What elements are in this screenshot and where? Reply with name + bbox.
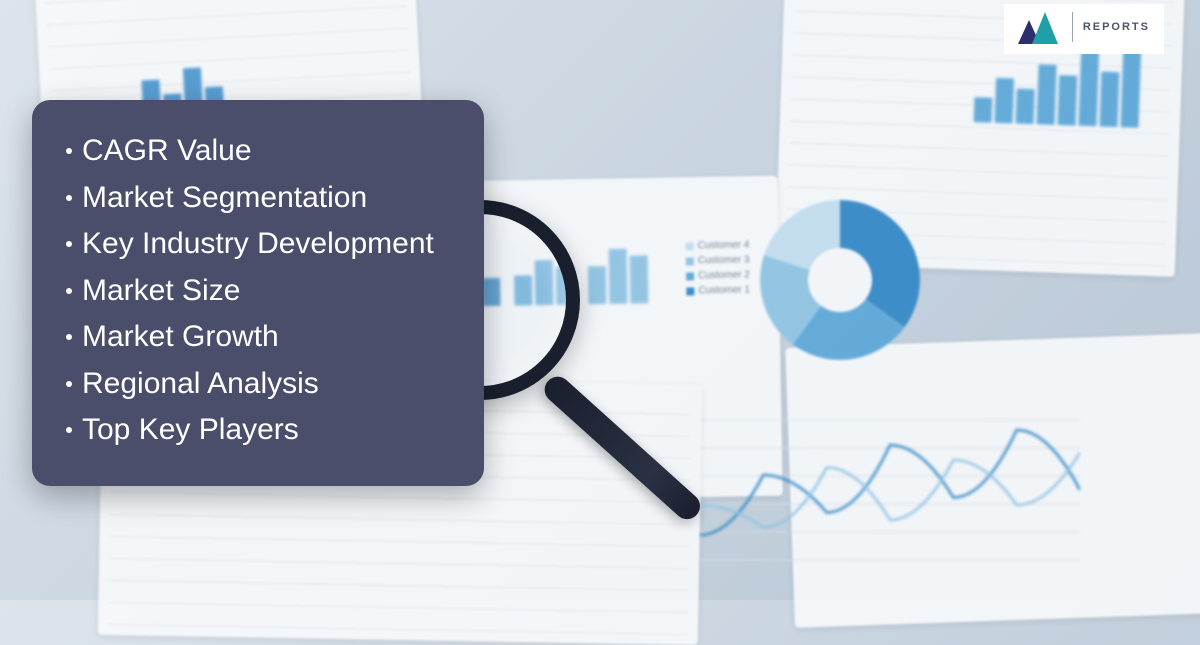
feature-list-item: Key Industry Development (66, 221, 434, 268)
donut-chart (760, 200, 920, 360)
logo-subtext: REPORTS (1083, 22, 1150, 33)
feature-list-item: Market Segmentation (66, 175, 434, 222)
feature-list-item: Market Growth (66, 314, 434, 361)
feature-list-item: Market Size (66, 268, 434, 315)
feature-list-item: CAGR Value (66, 128, 434, 175)
line-chart (700, 410, 1080, 570)
logo-mark-icon (1018, 10, 1062, 44)
feature-list-panel: CAGR ValueMarket SegmentationKey Industr… (32, 100, 484, 486)
feature-list: CAGR ValueMarket SegmentationKey Industr… (66, 128, 434, 454)
brand-logo: REPORTS (1004, 4, 1164, 54)
donut-legend: Customer 4Customer 3Customer 2Customer 1 (686, 239, 751, 300)
logo-divider (1072, 12, 1073, 42)
feature-list-item: Top Key Players (66, 407, 434, 454)
feature-list-item: Regional Analysis (66, 361, 434, 408)
